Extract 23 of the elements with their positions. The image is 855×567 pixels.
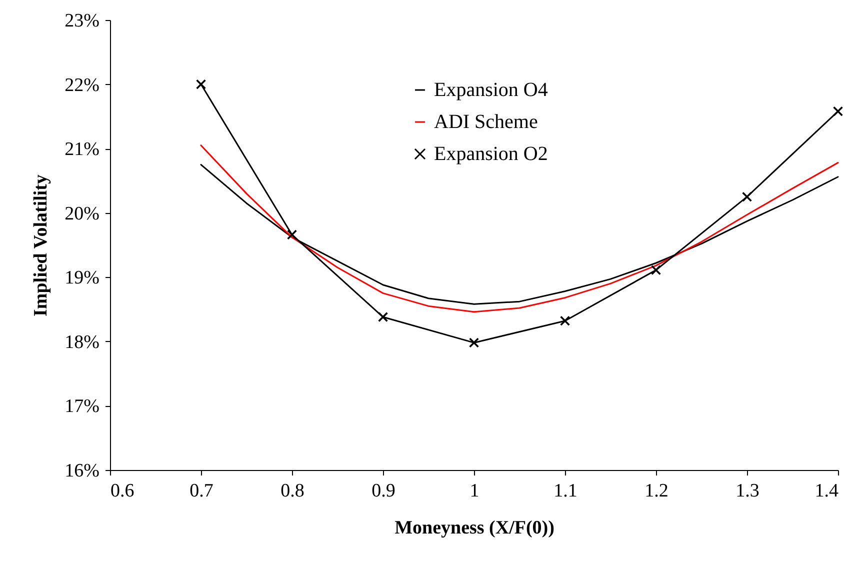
x-tick-label: 0.8 bbox=[280, 480, 304, 502]
x-tick-label: 0.7 bbox=[190, 480, 214, 502]
legend-label: ADI Scheme bbox=[434, 111, 538, 133]
y-tick-label: 17% bbox=[64, 396, 100, 418]
x-tick-label: 1.3 bbox=[736, 480, 760, 502]
y-tick-label: 18% bbox=[64, 332, 100, 353]
legend-label: Expansion O4 bbox=[434, 79, 548, 101]
x-tick-label: 1 bbox=[470, 480, 480, 502]
y-tick-label: 23% bbox=[64, 10, 100, 32]
y-tick-label: 16% bbox=[64, 460, 100, 482]
y-tick-label: 22% bbox=[64, 74, 100, 96]
x-tick-label: 0.6 bbox=[110, 480, 134, 502]
y-axis-title: Implied Volatility bbox=[30, 174, 52, 316]
x-tick-label: 1.4 bbox=[814, 480, 839, 502]
legend-label: Expansion O2 bbox=[434, 143, 548, 165]
y-tick-label: 21% bbox=[64, 139, 100, 160]
y-tick-label: 20% bbox=[64, 203, 100, 224]
x-tick-label: 1.1 bbox=[554, 480, 578, 502]
x-tick-label: 1.2 bbox=[644, 480, 668, 502]
line-series bbox=[200, 144, 839, 313]
x-tick-label: 0.9 bbox=[372, 480, 396, 502]
y-tick-label: 19% bbox=[64, 268, 100, 289]
x-axis-title: Moneyness (X/F(0)) bbox=[394, 518, 554, 538]
